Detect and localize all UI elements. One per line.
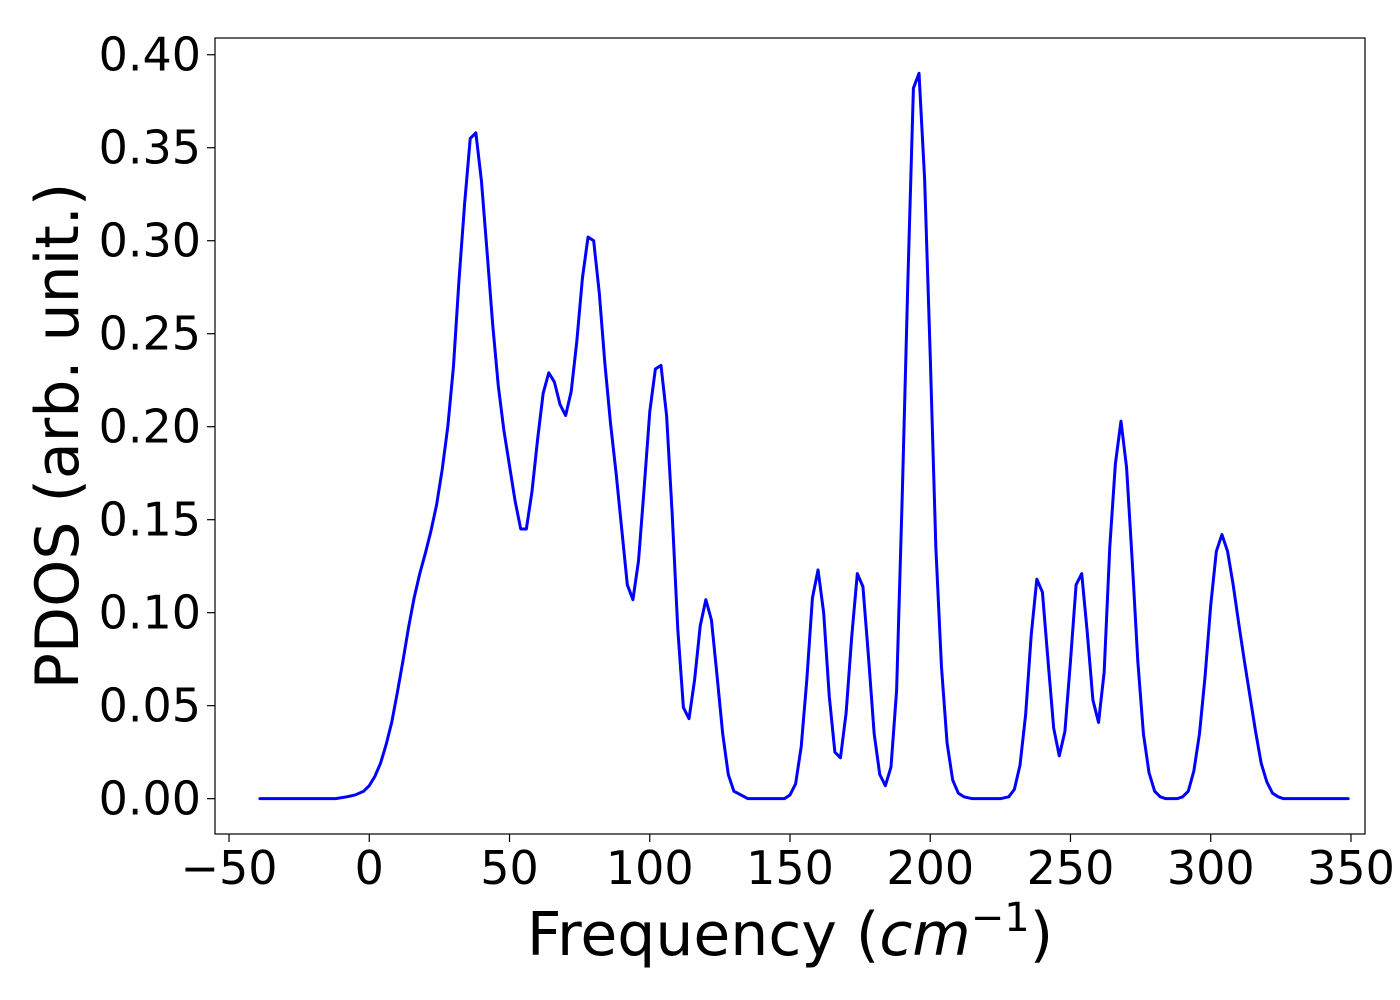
x-tick-label: 300 [1167,841,1255,895]
x-tick-label: 100 [606,841,694,895]
x-tick-label: 150 [746,841,834,895]
y-tick-label: 0.20 [99,400,201,454]
x-axis-ticks: −50 0 50 100 150 200 250 300 350 [180,834,1395,895]
x-tick-label: 350 [1307,841,1395,895]
y-tick-label: 0.00 [99,772,201,826]
pdos-series-line [258,71,1350,801]
plot-frame [214,37,1366,835]
y-tick-label: 0.15 [99,493,201,547]
y-tick-label: 0.40 [99,28,201,82]
y-tick-label: 0.35 [99,121,201,175]
y-tick-label: 0.10 [99,586,201,640]
x-axis-title: Frequency (cm−1) [527,895,1053,970]
y-axis-title: PDOS (arb. unit.) [23,183,93,690]
x-tick-label: 200 [886,841,974,895]
x-tick-label: 50 [480,841,539,895]
y-tick-label: 0.25 [99,307,201,361]
y-tick-label: 0.30 [99,214,201,268]
y-axis-ticks: 0.00 0.05 0.10 0.15 0.20 0.25 0.30 0.35 0.40 [99,28,215,826]
x-tick-label: 0 [355,841,384,895]
x-tick-label: −50 [180,841,277,895]
x-tick-label: 250 [1027,841,1115,895]
y-tick-label: 0.05 [99,679,201,733]
